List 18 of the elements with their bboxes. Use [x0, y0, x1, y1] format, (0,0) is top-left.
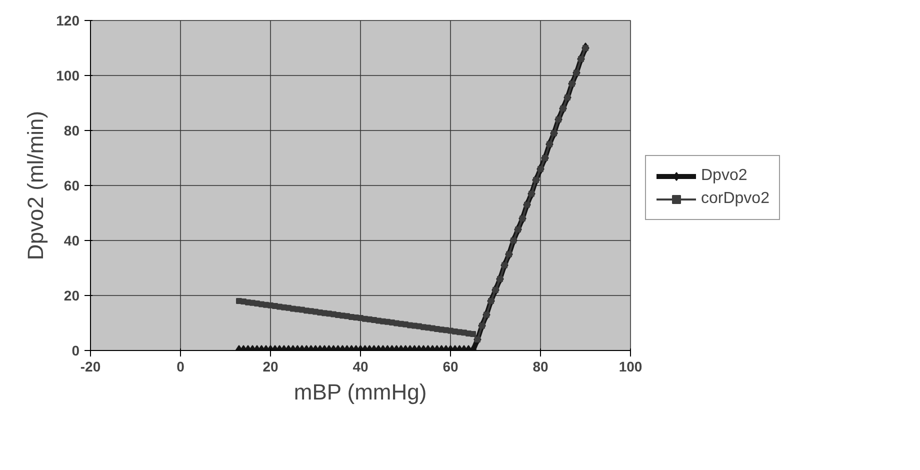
x-axis-title: mBP (mmHg) — [294, 380, 427, 404]
y-tick-label: 20 — [64, 288, 80, 304]
legend-label: corDpvo2 — [701, 190, 770, 208]
x-tick-label: 0 — [176, 358, 185, 374]
y-tick-label: 60 — [64, 178, 80, 194]
y-tick-label: 100 — [56, 68, 80, 84]
x-tick-label: 100 — [618, 358, 642, 374]
y-tick-label: 40 — [64, 232, 80, 248]
x-tick-label: 60 — [442, 358, 458, 374]
legend-label: Dpvo2 — [701, 167, 748, 185]
y-tick-label: 80 — [64, 122, 80, 138]
y-axis-title: Dpvo2 (ml/min) — [23, 110, 48, 260]
x-tick-label: 40 — [352, 358, 368, 374]
x-tick-label: 80 — [532, 358, 548, 374]
x-tick-label: -20 — [80, 358, 101, 374]
y-tick-label: 0 — [72, 342, 80, 358]
y-tick-label: 120 — [56, 12, 80, 28]
x-tick-label: 20 — [262, 358, 278, 374]
